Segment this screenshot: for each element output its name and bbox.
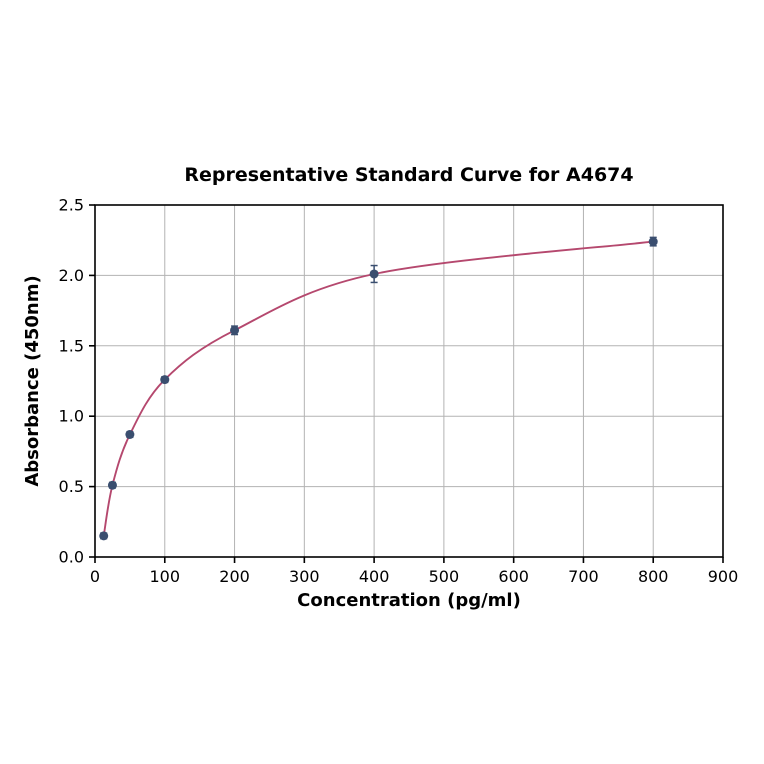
x-tick-label: 400 (359, 567, 390, 586)
plot-frame (94, 204, 724, 558)
curve-series (99, 236, 658, 541)
x-tick-label: 100 (150, 567, 181, 586)
data-point (125, 430, 135, 440)
x-axis-label: Concentration (pg/ml) (297, 590, 521, 611)
x-tick-label: 200 (219, 567, 250, 586)
data-point (648, 237, 658, 247)
y-axis-label: Absorbance (450nm) (22, 275, 43, 486)
x-tick-label: 500 (429, 567, 460, 586)
x-tick-label: 900 (708, 567, 739, 586)
y-tick-label: 0.0 (59, 548, 84, 567)
data-point (99, 531, 109, 541)
data-point (107, 480, 117, 490)
x-tick-label: 800 (638, 567, 669, 586)
data-point (160, 375, 170, 385)
y-tick-label: 2.0 (59, 266, 84, 285)
y-tick-label: 1.5 (59, 336, 84, 355)
data-point (230, 325, 240, 335)
axes: 0 100 200 300 400 500 600 700 800 900 0.0 0.5 1.0 1.5… (59, 196, 739, 587)
fit-curve (102, 240, 654, 537)
y-tick-label: 1.0 (59, 407, 84, 426)
x-tick-label: 300 (289, 567, 320, 586)
data-point (369, 269, 379, 279)
x-tick-label: 700 (568, 567, 599, 586)
x-tick-label: 0 (90, 567, 100, 586)
gridlines (94, 204, 724, 558)
y-tick-label: 0.5 (59, 477, 84, 496)
y-tick-label: 2.5 (59, 196, 84, 215)
chart-title: Representative Standard Curve for A4674 (184, 164, 633, 186)
x-tick-label: 600 (498, 567, 529, 586)
